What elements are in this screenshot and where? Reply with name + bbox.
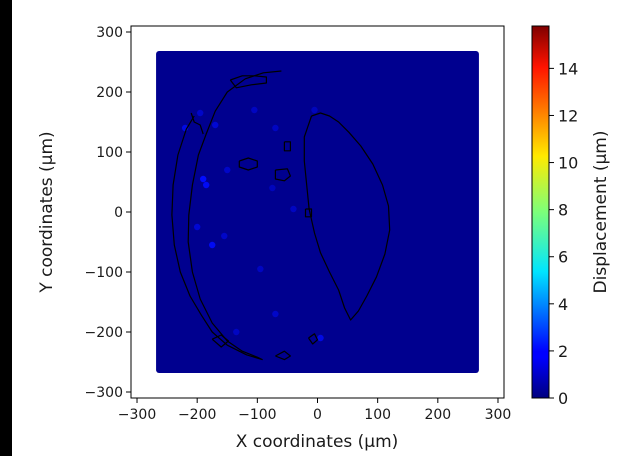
hotspot-point bbox=[193, 223, 201, 231]
colorbar-tick-label: 14 bbox=[558, 59, 578, 78]
hotspot-point bbox=[233, 328, 240, 336]
hotspot-point bbox=[269, 184, 276, 192]
hotspot-point bbox=[196, 109, 204, 117]
x-tick-label: 300 bbox=[485, 407, 512, 423]
hotspot-point bbox=[272, 124, 279, 132]
contour-line bbox=[275, 350, 291, 361]
contour-line bbox=[283, 141, 291, 152]
y-tick-label: −300 bbox=[85, 385, 123, 401]
contour-line bbox=[229, 75, 267, 89]
hotspot-point bbox=[221, 232, 228, 240]
displacement-figure: −300 −200 −100 0 100 200 300 −300−200−10001002… bbox=[37, 25, 611, 452]
hotspot-point bbox=[272, 310, 279, 318]
hotspot-point bbox=[224, 166, 231, 174]
colorbar-tick-label: 2 bbox=[558, 342, 568, 361]
contour-layer bbox=[171, 70, 391, 361]
y-tick-label: 0 bbox=[114, 205, 123, 221]
x-axis-label: X coordinates (μm) bbox=[236, 432, 399, 452]
hotspot-point bbox=[317, 334, 324, 342]
contour-line bbox=[211, 334, 230, 348]
contour-line bbox=[238, 157, 258, 171]
colorbar-tick-label: 4 bbox=[558, 295, 568, 314]
colorbar-label: Displacement (μm) bbox=[591, 131, 611, 294]
x-tick-label: 0 bbox=[313, 407, 322, 423]
colorbar-tick-label: 10 bbox=[558, 154, 578, 173]
colorbar-tick-label: 6 bbox=[558, 248, 568, 267]
colorbar-tick-label: 12 bbox=[558, 106, 578, 125]
contour-line bbox=[308, 333, 319, 345]
x-tick-label: −100 bbox=[238, 407, 276, 423]
colorbar-tick-label: 8 bbox=[558, 201, 568, 220]
y-tick-label: 200 bbox=[96, 85, 123, 101]
y-tick-label: −200 bbox=[85, 325, 123, 341]
y-axis: −300 −200 −100 0 100 200 300 bbox=[85, 25, 131, 401]
y-tick-label: 100 bbox=[96, 145, 123, 161]
scatter-layer bbox=[156, 51, 479, 373]
colorbar-tick-label: 0 bbox=[558, 389, 568, 408]
y-tick-label: 300 bbox=[96, 25, 123, 41]
figure-frame: −300 −200 −100 0 100 200 300 −300 −200 −100 0 100 2… bbox=[12, 0, 620, 456]
hotspot-point bbox=[203, 181, 210, 189]
colorbar bbox=[531, 25, 550, 399]
contour-line bbox=[190, 112, 204, 135]
colorbar-ticks: 0 2 4 6 8 10 12 14 bbox=[549, 59, 578, 408]
scatter-points bbox=[156, 51, 479, 373]
y-axis-label: Y coordinates (μm) bbox=[37, 131, 57, 293]
hotspot-point bbox=[311, 106, 318, 114]
hotspot-point bbox=[212, 121, 219, 129]
hotspot-point bbox=[257, 265, 264, 273]
y-tick-label: −100 bbox=[85, 265, 123, 281]
hotspot-point bbox=[199, 175, 207, 183]
x-tick-label: 200 bbox=[424, 407, 451, 423]
contour-line bbox=[274, 168, 291, 182]
x-tick-label: −300 bbox=[118, 407, 156, 423]
hotspot-point bbox=[290, 205, 297, 213]
x-axis: −300 −200 −100 0 100 200 300 bbox=[118, 398, 512, 423]
hotspot-point bbox=[251, 106, 258, 114]
hotspot-point bbox=[209, 241, 216, 249]
contour-line bbox=[171, 70, 282, 361]
contour-line bbox=[304, 208, 313, 218]
x-tick-label: 100 bbox=[364, 407, 391, 423]
x-tick-label: −200 bbox=[178, 407, 216, 423]
